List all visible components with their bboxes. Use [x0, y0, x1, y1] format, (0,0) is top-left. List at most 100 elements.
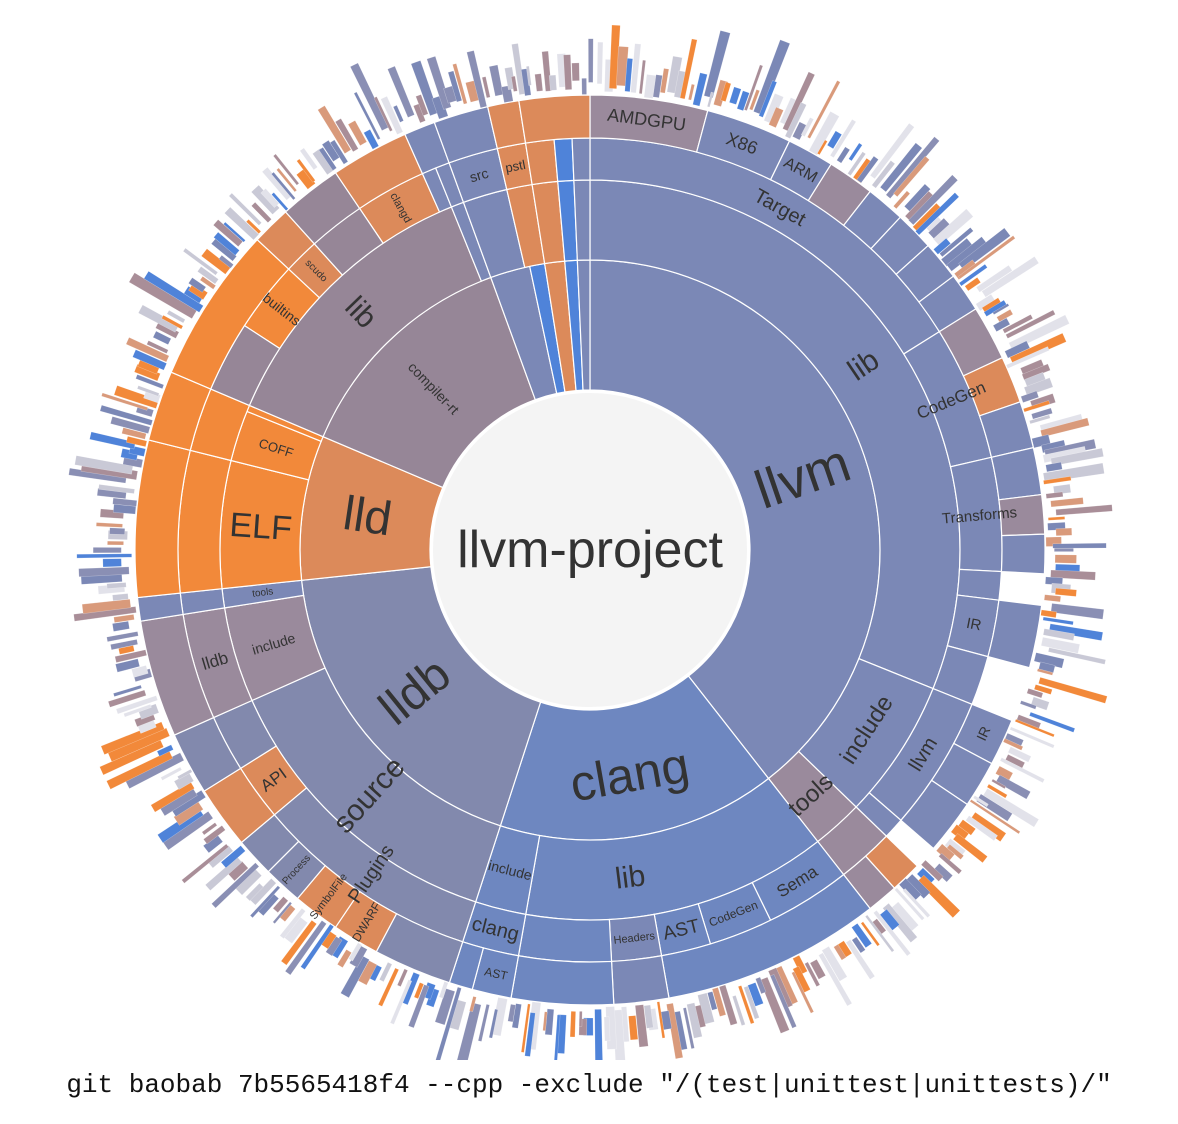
leaf-file-slice — [511, 1003, 522, 1029]
leaf-file-slice — [335, 118, 359, 152]
leaf-file-slice — [579, 1011, 583, 1027]
leaf-file-slice — [809, 959, 826, 980]
leaf-file-slice — [885, 136, 940, 199]
leaf-file-slice — [137, 385, 160, 397]
leaf-file-slice — [122, 455, 144, 468]
leaf-file-slice — [938, 853, 962, 875]
leaf-file-slice — [921, 860, 944, 882]
leaf-file-slice — [1029, 414, 1051, 424]
leaf-file-slice — [563, 54, 572, 90]
leaf-file-slice — [1044, 594, 1061, 603]
leaf-file-slice — [542, 1011, 548, 1031]
leaf-file-slice — [736, 90, 750, 111]
leaf-file-slice — [478, 1004, 490, 1042]
leaf-file-slice — [643, 1004, 654, 1029]
leaf-file-slice — [469, 996, 477, 1012]
leaf-file-slice — [1048, 647, 1106, 665]
leaf-file-slice — [296, 168, 316, 190]
leaf-file-slice — [285, 920, 327, 976]
leaf-file-slice — [124, 752, 185, 789]
leaf-file-slice — [939, 227, 974, 257]
leaf-file-slice — [941, 238, 973, 267]
leaf-file-slice — [160, 766, 182, 781]
leaf-file-slice — [720, 82, 732, 102]
leaf-file-slice — [743, 985, 760, 1020]
leaf-file-slice — [660, 68, 669, 94]
leaf-file-slice — [581, 78, 587, 95]
leaf-file-slice — [296, 158, 316, 183]
misc-child-segment — [573, 179, 591, 261]
leaf-file-slice — [969, 799, 1021, 834]
leaf-file-slice — [1005, 309, 1056, 339]
leaf-file-slice — [101, 392, 148, 411]
leaf-file-slice — [1040, 637, 1080, 654]
leaf-file-slice — [688, 83, 695, 101]
leaf-file-slice — [933, 238, 951, 255]
leaf-file-slice — [524, 1012, 536, 1057]
leaf-file-slice — [950, 824, 969, 842]
leaf-file-slice — [976, 265, 1013, 293]
leaf-file-slice — [1055, 588, 1077, 597]
leaf-file-slice — [526, 66, 532, 86]
arc-layer — [134, 94, 1046, 1006]
leaf-file-slice — [378, 967, 399, 1007]
leaf-file-slice — [792, 121, 808, 141]
leaf-file-slice — [999, 757, 1045, 783]
leaf-file-slice — [768, 107, 784, 128]
leaf-file-slice — [166, 310, 186, 324]
leaf-file-slice — [804, 961, 821, 987]
leaf-file-slice — [865, 914, 895, 953]
leaf-file-slice — [507, 1004, 516, 1023]
pstl-label: pstl — [504, 157, 527, 176]
leaf-file-slice — [152, 330, 172, 345]
leaf-file-slice — [299, 147, 318, 170]
leaf-file-slice — [329, 139, 349, 165]
leaf-file-slice — [245, 883, 264, 902]
lld-label: lld — [340, 487, 395, 547]
leaf-file-slice — [1029, 711, 1076, 733]
leaf-file-slice — [791, 971, 814, 1014]
leaf-file-slice — [679, 38, 698, 100]
leaf-file-slice — [347, 120, 367, 146]
leaf-file-slice — [894, 887, 925, 921]
leaf-file-slice — [992, 317, 1011, 332]
leaf-file-slice — [544, 1008, 555, 1036]
leaf-file-slice — [534, 73, 543, 92]
leaf-file-slice — [1048, 516, 1065, 521]
leaf-file-slice — [851, 936, 866, 954]
leaf-file-slice — [856, 156, 879, 184]
leaf-file-slice — [273, 153, 300, 186]
clang-lib-grandchild-segment — [610, 955, 670, 1006]
leaf-file-slice — [415, 94, 429, 116]
leaf-file-slice — [833, 944, 847, 961]
leaf-file-slice — [156, 744, 174, 757]
misc-leaf-segment — [518, 94, 591, 144]
leaf-file-slice — [965, 815, 998, 841]
leaf-file-slice — [703, 30, 731, 99]
leaf-file-slice — [666, 1002, 684, 1059]
leaf-file-slice — [1054, 548, 1074, 552]
leaf-file-slice — [1014, 719, 1055, 738]
leaf-file-slice — [96, 522, 123, 528]
leaf-file-slice — [489, 64, 504, 97]
leaf-file-slice — [260, 188, 280, 208]
leaf-file-slice — [279, 908, 306, 939]
leaf-file-slice — [697, 992, 715, 1025]
leaf-file-slice — [1038, 677, 1108, 704]
leaf-file-slice — [836, 146, 851, 164]
leaf-file-slice — [203, 825, 226, 845]
leaf-file-slice — [1026, 688, 1044, 699]
leaf-fringe-layer — [68, 24, 1113, 1060]
leaf-file-slice — [112, 593, 129, 601]
leaf-file-slice — [1004, 340, 1031, 359]
leaf-file-slice — [603, 1016, 611, 1042]
leaf-file-slice — [594, 1009, 603, 1060]
leaf-file-slice — [125, 337, 170, 363]
leaf-file-slice — [134, 364, 161, 382]
leaf-file-slice — [749, 89, 760, 111]
leaf-file-slice — [792, 955, 808, 975]
leaf-file-slice — [643, 74, 657, 99]
lldb-tools-label: tools — [252, 586, 274, 600]
ir-child-segment — [987, 599, 1043, 669]
